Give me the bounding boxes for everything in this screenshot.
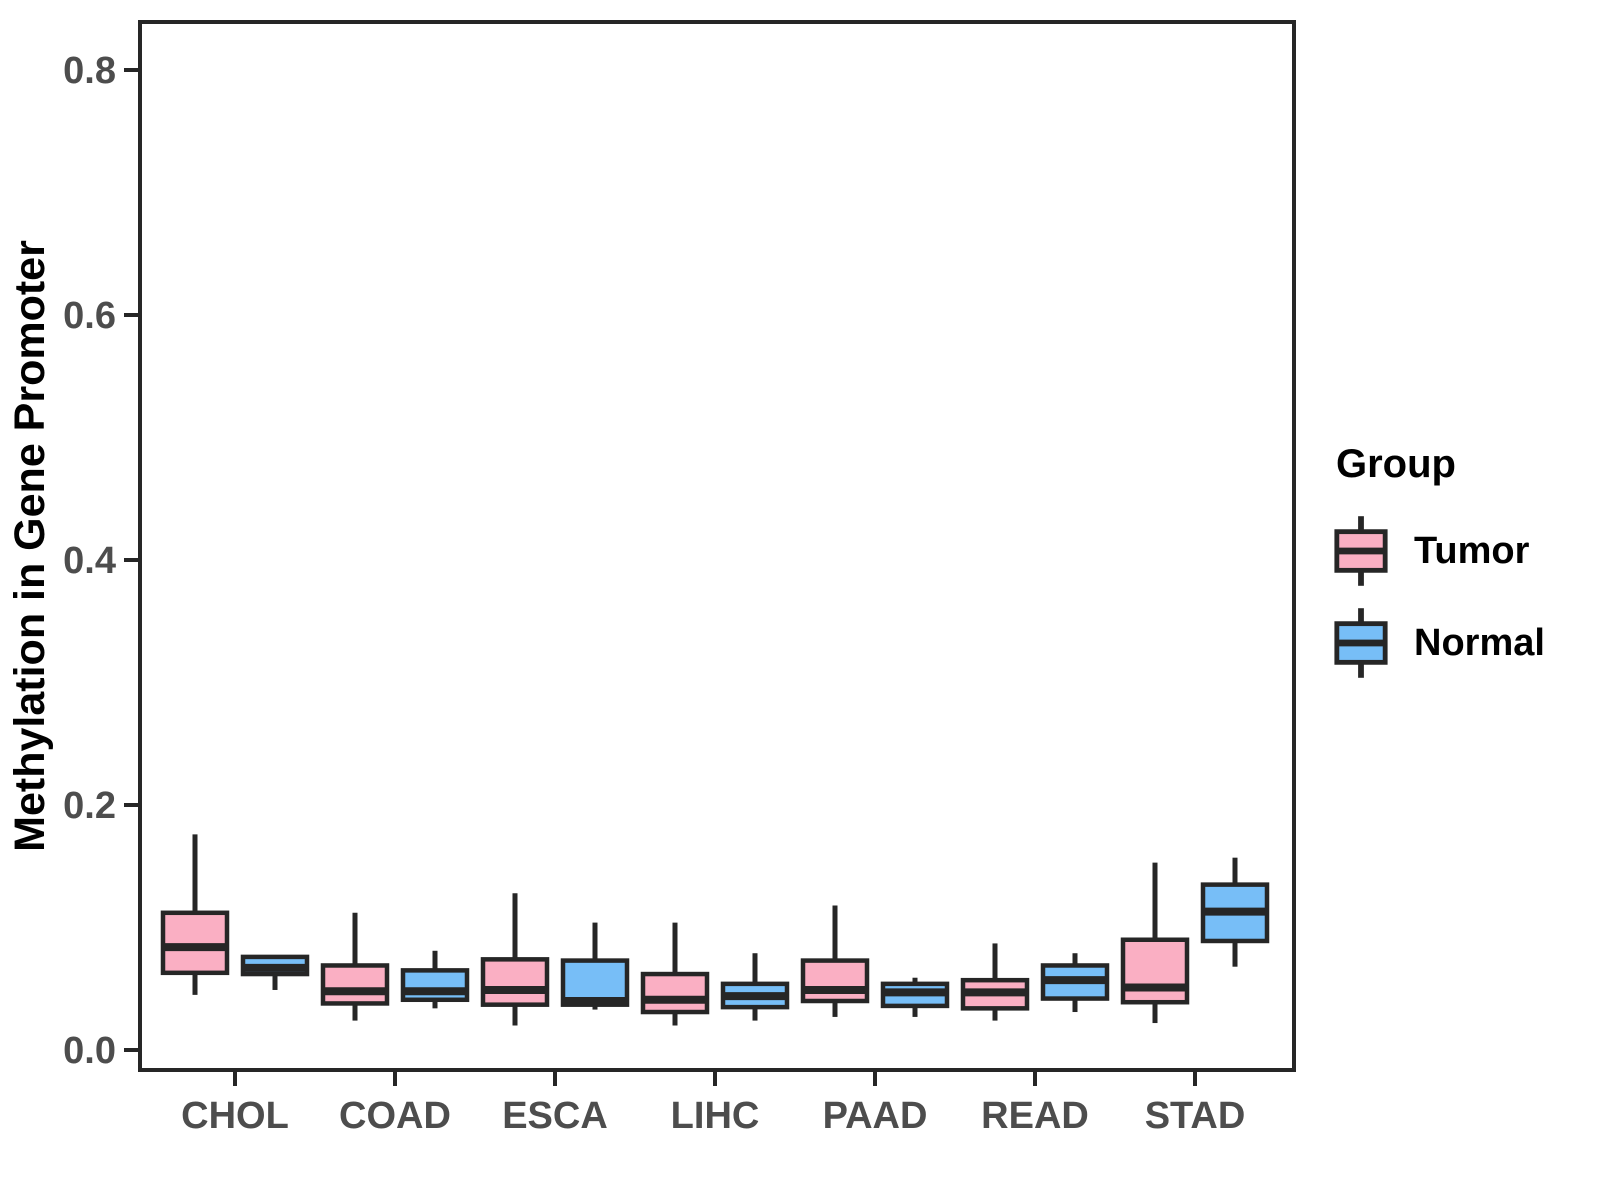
x-tick-label: ESCA: [502, 1095, 608, 1137]
tumor-box-LIHC: [640, 971, 710, 1015]
legend-normal-label: Normal: [1414, 621, 1545, 664]
normal-boxplot-swatch-icon: [1334, 608, 1388, 678]
y-tick-label: 0.6: [63, 295, 116, 337]
plot-panel: 0.0 0.2 0.4 0.6 0.8 CHOL COAD ESCA LIHC PAAD READ S…: [63, 20, 1296, 1137]
x-tick-label: LIHC: [671, 1095, 760, 1137]
legend-item-tumor: Tumor: [1332, 513, 1545, 589]
legend-tumor-label: Tumor: [1414, 529, 1530, 572]
y-tick-label: 0.2: [63, 785, 116, 827]
tumor-boxplot-swatch-icon: [1334, 516, 1388, 586]
tumor-box-CHOL: [160, 910, 230, 976]
tumor-box-STAD: [1120, 937, 1190, 1005]
tumor-box-PAAD: [800, 958, 870, 1004]
tumor-box-ESCA: [480, 957, 550, 1007]
x-tick-label: READ: [981, 1095, 1089, 1137]
tumor-box-COAD: [320, 963, 390, 1006]
legend-title: Group: [1336, 442, 1456, 486]
y-tick-label: 0.0: [63, 1030, 116, 1072]
normal-box-COAD: [400, 968, 470, 1003]
legend-item-normal: Normal: [1332, 605, 1545, 681]
x-tick-label: COAD: [339, 1095, 451, 1137]
x-tick-label: CHOL: [181, 1095, 289, 1137]
x-tick-label: STAD: [1145, 1095, 1246, 1137]
y-axis-title: Methylation in Gene Promoter: [6, 240, 54, 852]
y-tick-label: 0.4: [63, 540, 116, 582]
legend: Group Tumor Normal: [1332, 442, 1545, 697]
y-tick-label: 0.8: [63, 50, 116, 92]
panel-border: [138, 20, 1296, 1072]
x-tick-label: PAAD: [823, 1095, 928, 1137]
